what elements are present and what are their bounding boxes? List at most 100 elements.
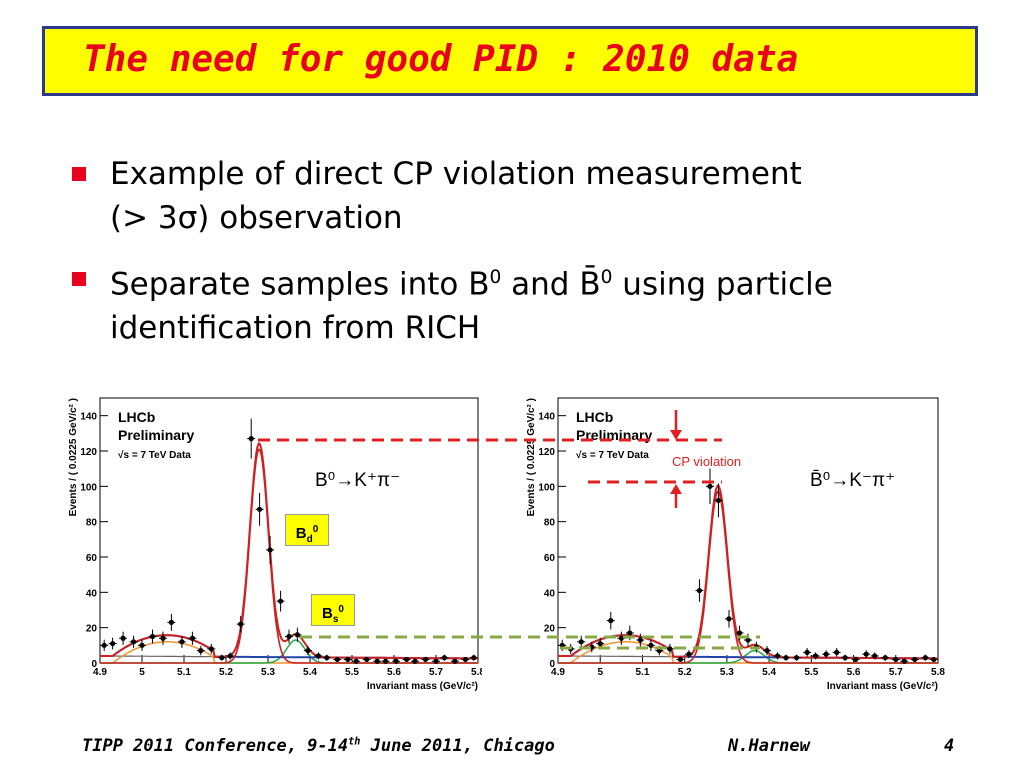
x-tick-label: 5.6 xyxy=(387,667,401,678)
bullet-2-mid: and B̄ xyxy=(501,266,601,303)
data-point xyxy=(294,632,300,638)
slide-title: The need for good PID : 2010 data xyxy=(83,39,799,80)
bd-sub: d xyxy=(306,534,313,545)
data-point xyxy=(441,655,447,661)
footer-rest: June 2011, Chicago xyxy=(360,736,555,756)
x-tick-label: 5.7 xyxy=(429,667,443,678)
data-point xyxy=(334,656,340,663)
y-tick-label: 60 xyxy=(544,553,556,564)
y-tick-label: 140 xyxy=(538,412,555,423)
x-tick-label: 5.4 xyxy=(762,667,776,678)
data-point xyxy=(578,639,584,645)
cp-arrow-down-icon xyxy=(670,410,682,440)
footer-author: N.Harnew xyxy=(728,736,810,756)
data-point xyxy=(393,658,399,664)
data-point xyxy=(471,655,477,661)
x-tick-label: 5.4 xyxy=(303,667,317,678)
data-point xyxy=(227,653,233,659)
data-point xyxy=(248,436,254,442)
x-tick-label: 5.2 xyxy=(219,667,233,678)
data-point xyxy=(131,639,137,645)
x-tick-label: 5.3 xyxy=(720,667,734,678)
bullet-2-sup2: 0 xyxy=(600,267,613,288)
data-point xyxy=(715,497,722,504)
data-point xyxy=(793,655,800,661)
bd-sup: 0 xyxy=(312,524,319,535)
bd-signal-line xyxy=(558,490,938,664)
x-tick-label: 5.5 xyxy=(345,667,359,678)
data-point xyxy=(219,655,225,661)
data-point xyxy=(627,630,633,636)
x-tick-label: 5.3 xyxy=(261,667,275,678)
data-point xyxy=(139,642,145,648)
bullet-2-post: using particle xyxy=(612,266,833,303)
bs-sup: 0 xyxy=(338,604,344,615)
bullet-1-line2: (> 3σ) observation xyxy=(110,200,403,236)
data-point xyxy=(901,658,907,664)
data-point xyxy=(208,646,214,652)
data-point xyxy=(238,621,244,627)
lhcb-label: LHCb xyxy=(118,409,155,425)
data-point xyxy=(804,649,810,655)
data-point xyxy=(462,656,468,663)
bullet-marker-1 xyxy=(72,167,86,181)
data-point xyxy=(160,635,166,641)
data-point xyxy=(315,653,321,659)
data-point xyxy=(686,651,692,657)
data-point xyxy=(736,630,743,636)
bullet-1-line1: Example of direct CP violation measureme… xyxy=(110,156,802,192)
bullet-2-line2: identification from RICH xyxy=(110,310,481,347)
cp-arrow-up-icon xyxy=(670,484,682,508)
bs-label-box: Bs0 xyxy=(311,594,355,626)
x-tick-label: 5.2 xyxy=(678,667,692,678)
x-axis-label: Invariant mass (GeV/c²) xyxy=(827,681,938,692)
data-point xyxy=(608,618,614,624)
data-point xyxy=(648,642,654,648)
data-point xyxy=(433,658,439,664)
y-tick-label: 120 xyxy=(538,447,555,458)
x-tick-label: 5.6 xyxy=(847,667,861,678)
data-point xyxy=(198,648,204,654)
data-point xyxy=(834,649,840,655)
data-point xyxy=(452,658,458,664)
data-point xyxy=(882,655,888,661)
y-tick-label: 100 xyxy=(538,482,555,493)
data-point xyxy=(383,658,389,664)
data-point xyxy=(412,658,418,664)
data-point xyxy=(707,483,713,489)
footer-th: th xyxy=(348,736,361,748)
decay-label: B̄⁰→K⁻π⁺ xyxy=(810,470,895,491)
y-axis-label: Events / ( 0.0225 GeV/c² ) xyxy=(526,398,537,516)
data-point xyxy=(189,635,195,641)
y-tick-label: 20 xyxy=(544,624,556,635)
bullet-2-sup1: 0 xyxy=(489,267,502,288)
data-point xyxy=(168,619,174,625)
y-tick-label: 40 xyxy=(544,588,556,599)
footer-page-number: 4 xyxy=(944,736,955,756)
data-point xyxy=(364,656,370,663)
y-tick-label: 0 xyxy=(91,659,97,670)
data-point xyxy=(257,506,263,512)
data-point xyxy=(324,655,330,661)
data-point xyxy=(597,640,603,647)
bullet-marker-2 xyxy=(72,272,86,286)
data-point xyxy=(149,633,156,640)
preliminary-label: Preliminary xyxy=(118,427,194,443)
y-tick-label: 20 xyxy=(86,624,98,635)
x-tick-label: 5.7 xyxy=(889,667,903,678)
data-point xyxy=(912,656,918,663)
data-point xyxy=(422,656,429,663)
data-point xyxy=(812,653,819,659)
y-tick-label: 0 xyxy=(549,659,555,670)
data-point xyxy=(353,658,359,664)
data-point xyxy=(667,646,673,652)
energy-label: √s = 7 TeV Data xyxy=(118,450,191,461)
y-tick-label: 120 xyxy=(80,447,97,458)
data-point xyxy=(618,635,624,641)
data-point xyxy=(305,648,311,654)
bullet-2-pre: Separate samples into B xyxy=(110,266,490,303)
data-point xyxy=(872,653,878,659)
cp-violation-label: CP violation xyxy=(672,454,741,469)
x-tick-label: 4.9 xyxy=(93,667,107,678)
